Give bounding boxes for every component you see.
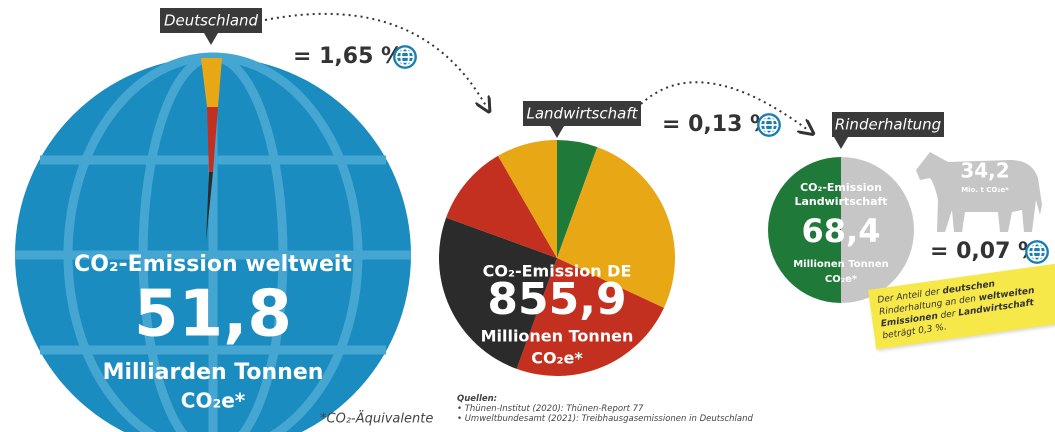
germany-pie <box>438 140 676 376</box>
pie-wedge <box>557 147 676 308</box>
cattle-unit: Mio. t CO₂e* <box>961 186 1009 194</box>
tag: Deutschland <box>160 8 262 45</box>
share: = 0,07 % <box>930 239 1040 264</box>
sources: Quellen: • Thünen-Institut (2020): Thüne… <box>457 394 753 424</box>
tag: Landwirtschaft <box>523 101 641 138</box>
cow-silhouette <box>916 152 1042 232</box>
globe-icon <box>756 112 782 138</box>
world-title: CO₂-Emission weltweit <box>74 252 352 277</box>
tag: Rinderhaltung <box>832 112 944 149</box>
agri-gas: CO₂e* <box>825 274 858 285</box>
note-text: der <box>937 308 960 322</box>
cattle-value: 34,2 <box>960 159 1009 183</box>
tag-label: Rinderhaltung <box>835 116 941 134</box>
world-value: 51,8 <box>134 278 292 352</box>
connector <box>264 12 486 106</box>
share: = 1,65 % <box>293 44 403 69</box>
globe-icon <box>1024 239 1050 265</box>
de-gas: CO₂e* <box>531 349 583 368</box>
pie-wedge <box>516 258 664 376</box>
de-title: CO₂-Emission DE <box>483 262 632 281</box>
globe <box>15 52 411 432</box>
footnote: *CO₂-Äquivalente <box>320 411 433 427</box>
agri-title: Landwirtschaft <box>794 195 887 208</box>
share: = 0,13 % <box>662 112 772 137</box>
agriculture-pie <box>768 157 914 303</box>
sources-title: Quellen: <box>457 394 498 404</box>
agri-unit: Millionen Tonnen <box>793 259 889 270</box>
agri-value: 68,4 <box>802 212 881 250</box>
tag-label: Deutschland <box>164 12 259 30</box>
tag-label: Landwirtschaft <box>527 105 639 123</box>
pie-wedge <box>446 155 557 258</box>
agri-title: CO₂-Emission <box>800 181 882 194</box>
pie-wedge <box>438 217 557 369</box>
pie-wedge <box>498 140 557 258</box>
source-item: • Umweltbundesamt (2021): Treibhausgasem… <box>457 414 753 424</box>
pie-wedge <box>557 140 598 258</box>
de-unit: Millionen Tonnen <box>481 327 634 346</box>
connector <box>640 81 808 130</box>
globe-icon <box>392 44 418 70</box>
world-unit: Milliarden Tonnen <box>103 360 324 385</box>
world-gas: CO₂e* <box>181 389 246 413</box>
source-item: • Thünen-Institut (2020): Thünen-Report … <box>457 404 644 414</box>
de-value: 855,9 <box>487 274 626 325</box>
